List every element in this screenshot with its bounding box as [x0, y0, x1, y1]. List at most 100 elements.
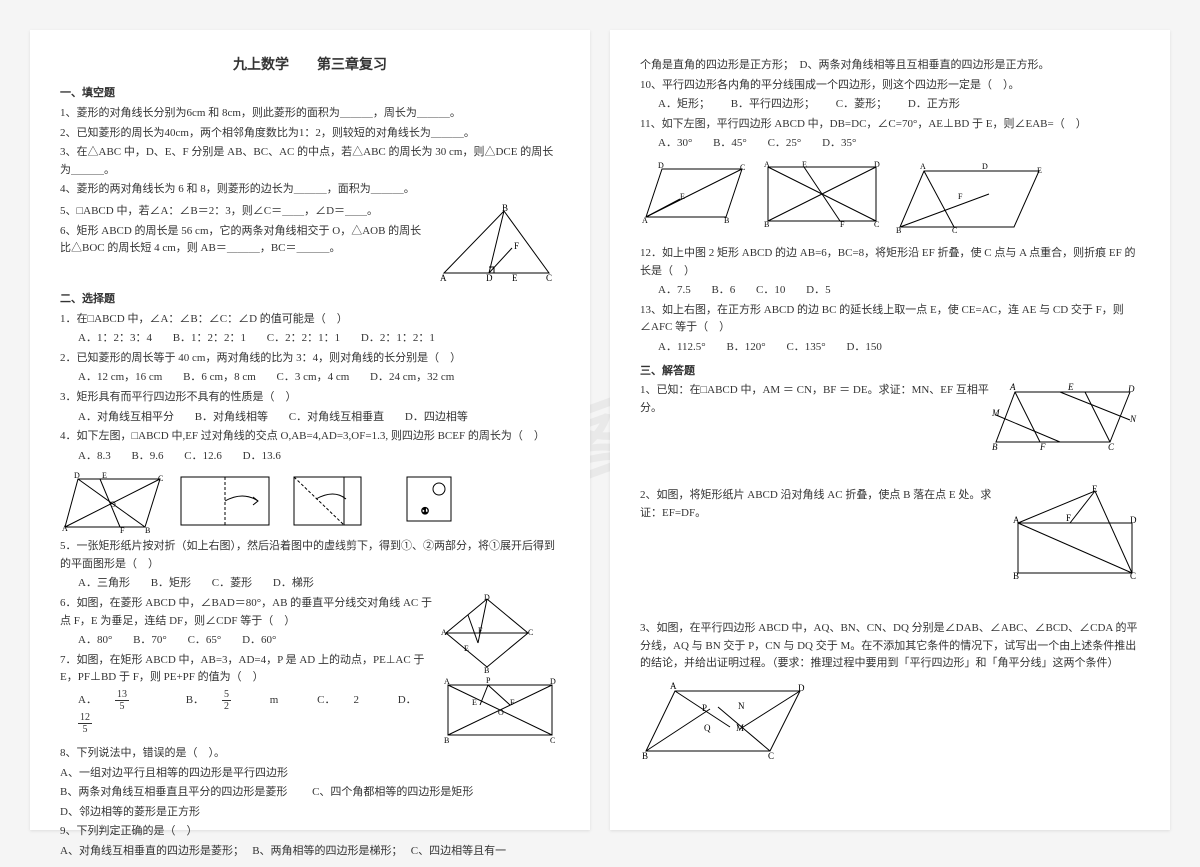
svg-text:D: D — [484, 593, 490, 602]
svg-text:D: D — [1127, 384, 1135, 394]
opt: C．对角线互相垂直 — [289, 411, 384, 423]
svg-text:D: D — [798, 683, 805, 693]
opt: D．150 — [846, 341, 881, 353]
svg-text:B: B — [992, 442, 998, 452]
choice-q6-options: A．80° B．70° C．65° D．60° — [60, 632, 440, 650]
svg-text:O: O — [498, 708, 504, 717]
solve-q1: 1、已知：在□ABCD 中，AM ＝ CN，BF ＝ DE。求证：MN、EF 互… — [640, 382, 990, 417]
svg-text:P: P — [702, 703, 707, 713]
svg-text:D: D — [1130, 515, 1137, 525]
fig-fold-2 — [286, 469, 391, 534]
choice-q3: 3．矩形具有而平行四边形不具有的性质是（ ） — [60, 389, 560, 407]
svg-text:A: A — [1009, 382, 1016, 392]
section3-heading: 三、解答题 — [640, 363, 1140, 381]
choice-q1: 1．在□ABCD 中，∠A：∠B：∠C：∠D 的值可能是（ ） — [60, 311, 560, 329]
opt: D．60° — [242, 634, 276, 646]
opt: A．80° — [78, 634, 112, 646]
opt: B．6 — [711, 284, 735, 296]
opt: B．70° — [133, 634, 167, 646]
svg-text:A: A — [764, 160, 770, 169]
svg-text:A: A — [62, 524, 68, 533]
page-right: 个角是直角的四边形是正方形； D、两条对角线相等且互相垂直的四边形是正方形。 1… — [610, 30, 1170, 830]
opt: D．正方形 — [908, 98, 960, 110]
svg-text:E: E — [1067, 382, 1074, 392]
choice-q5: 5．一张矩形纸片按对折（如上右图），然后沿着图中的虚线剪下，得到①、②两部分，将… — [60, 538, 560, 573]
svg-text:A: A — [441, 628, 447, 637]
opt: A．三角形 — [78, 577, 130, 589]
svg-text:B: B — [896, 226, 901, 235]
choice-q6: 6．如图，在菱形 ABCD 中，∠BAD＝80°，AB 的垂直平分线交对角线 A… — [60, 595, 440, 630]
q8-optD: D、邻边相等的菱形是正方形 — [60, 804, 560, 822]
fig-fold-1 — [173, 469, 278, 534]
choice-q2: 2．已知菱形的周长等于 40 cm，两对角线的比为 3：4，则对角线的长分别是（… — [60, 350, 560, 368]
section2-heading: 二、选择题 — [60, 291, 560, 309]
svg-text:A: A — [670, 681, 677, 691]
opt: B．120° — [726, 341, 765, 353]
fill-q3: 3、在△ABC 中，D、E、F 分别是 AB、BC、AC 的中点，若△ABC 的… — [60, 144, 560, 179]
opt: D．13.6 — [243, 450, 281, 462]
q12-options: A．7.5 B．6 C．10 D．5 — [640, 282, 1140, 300]
opt: D．四边相等 — [405, 411, 468, 423]
svg-text:N: N — [1129, 414, 1137, 424]
svg-text:F: F — [510, 698, 515, 707]
svg-text:D: D — [658, 161, 664, 170]
opt: B．9.6 — [131, 450, 163, 462]
solve-q3: 3、如图，在平行四边形 ABCD 中，AQ、BN、CN、DQ 分别是∠DAB、∠… — [640, 620, 1140, 673]
opt: D．梯形 — [273, 577, 314, 589]
opt: C．135° — [786, 341, 825, 353]
opt: C．3 cm，4 cm — [277, 371, 350, 383]
svg-text:N: N — [738, 701, 745, 711]
svg-text:E: E — [102, 471, 107, 480]
opt: C．65° — [188, 634, 222, 646]
svg-text:C: C — [740, 163, 745, 172]
q10-options: A．矩形； B．平行四边形； C．菱形； D．正方形 — [640, 96, 1140, 114]
fill-q4: 4、菱形的两对角线长为 6 和 8，则菱形的边长为＿＿＿，面积为＿＿＿。 — [60, 181, 560, 199]
choice-q5-options: A．三角形 B．矩形 C．菱形 D．梯形 — [60, 575, 560, 593]
svg-text:C: C — [952, 226, 957, 235]
q11-options: A．30° B．45° C．25° D．35° — [640, 135, 1140, 153]
svg-text:E: E — [680, 192, 685, 201]
choice-q9: 9、下列判定正确的是（ ） — [60, 823, 560, 841]
fill-q2: 2、已知菱形的周长为40cm，两个相邻角度数比为1：2，则较短的对角线长为＿＿＿… — [60, 125, 560, 143]
opt: B．矩形 — [151, 577, 191, 589]
fill-q5: 5、□ABCD 中，若∠A：∠B＝2：3，则∠C＝＿＿，∠D＝＿＿。 — [60, 203, 428, 221]
svg-text:F: F — [514, 241, 519, 251]
choice-q4-options: A．8.3 B．9.6 C．12.6 D．13.6 — [60, 448, 560, 466]
fig-small-sq: ① — [399, 469, 459, 529]
fig-q11: DC E AB — [640, 159, 750, 229]
opt: B．平行四边形； — [731, 98, 815, 110]
fig-rect-q7: APD EFO BC — [440, 673, 560, 743]
svg-text:E: E — [464, 644, 469, 653]
opt: D．2：1：2：1 — [361, 332, 435, 344]
opt: A．8.3 — [78, 450, 111, 462]
svg-text:D: D — [486, 273, 493, 283]
svg-text:A: A — [444, 677, 450, 686]
choice-q7-options: A．135 B．52 m C．2 D．125 — [60, 689, 440, 735]
svg-text:D: D — [982, 162, 988, 171]
opt: B．45° — [713, 137, 747, 149]
page-left: 九上数学 第三章复习 一、填空题 1、菱形的对角线长分别为6cm 和 8cm，则… — [30, 30, 590, 830]
figure-row-q11-13: DC E AB AD BC EF AD FE BC — [640, 159, 1140, 239]
opt: C．菱形； — [836, 98, 887, 110]
svg-text:F: F — [1066, 513, 1071, 523]
fill-q1: 1、菱形的对角线长分别为6cm 和 8cm，则此菱形的面积为＿＿＿，周长为＿＿＿… — [60, 105, 560, 123]
svg-text:E: E — [472, 698, 477, 707]
svg-text:D: D — [874, 160, 880, 169]
opt: B．52 m — [186, 694, 297, 706]
choice-q7: 7．如图，在矩形 ABCD 中，AB=3，AD=4，P 是 AD 上的动点，PE… — [60, 652, 440, 687]
svg-text:E: E — [1092, 485, 1098, 494]
opt: D．24 cm，32 cm — [370, 371, 454, 383]
choice-q4: 4．如下左图，□ABCD 中,EF 过对角线的交点 O,AB=4,AD=3,OF… — [60, 428, 560, 446]
svg-text:P: P — [486, 676, 491, 685]
svg-text:M: M — [991, 408, 1000, 418]
opt: B．对角线相等 — [195, 411, 268, 423]
svg-text:B: B — [502, 203, 508, 213]
figure-row-q4-q5: DEC AFB O ① — [60, 469, 560, 534]
choice-q8: 8、下列说法中，错误的是（ ）。 — [60, 745, 560, 763]
fig-solve-q2: E AFD BC — [1010, 485, 1140, 580]
svg-text:F: F — [840, 220, 845, 229]
choice-q2-options: A．12 cm，16 cm B．6 cm，8 cm C．3 cm，4 cm D．… — [60, 369, 560, 387]
q8-optA: A、一组对边平行且相等的四边形是平行四边形 — [60, 765, 560, 783]
page-title: 九上数学 第三章复习 — [60, 55, 560, 77]
svg-text:E: E — [512, 273, 518, 283]
